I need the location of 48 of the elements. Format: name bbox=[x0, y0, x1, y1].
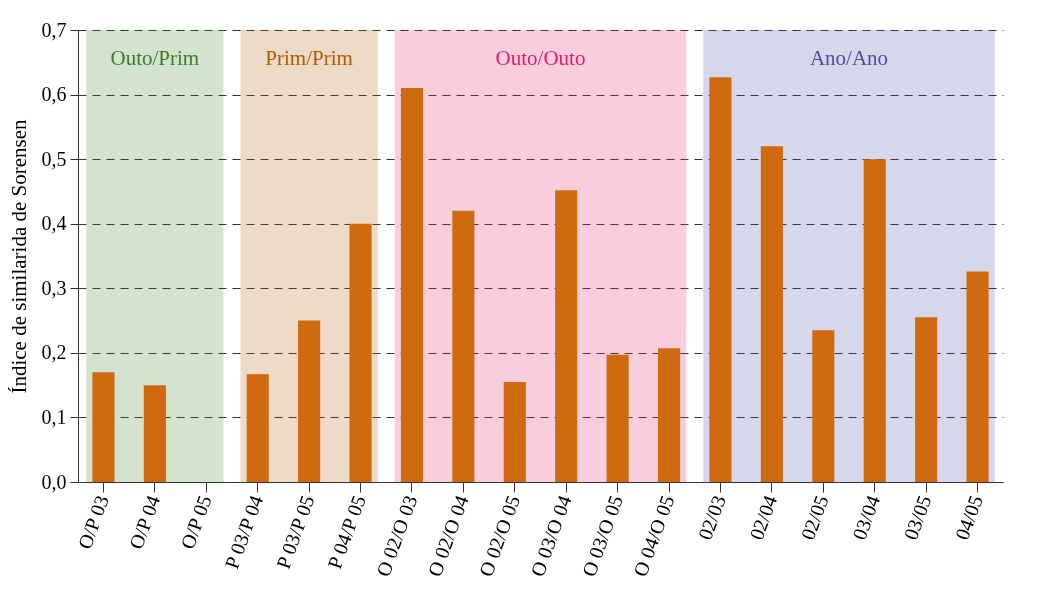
y-tick-label: 0,3 bbox=[41, 276, 67, 299]
bar bbox=[92, 372, 115, 482]
band-label: Outo/Prim bbox=[110, 46, 200, 71]
y-tick-label: 0,7 bbox=[41, 18, 67, 41]
band-label: Outo/Outo bbox=[495, 46, 586, 71]
bar bbox=[246, 374, 269, 482]
x-tick-label: P 03/P 05 bbox=[271, 492, 319, 572]
y-tick-label: 0,6 bbox=[41, 83, 67, 106]
x-tick-label: 02/05 bbox=[796, 492, 833, 543]
bar bbox=[606, 354, 629, 482]
bar bbox=[657, 348, 681, 482]
x-tick-label: O 02/O 04 bbox=[423, 492, 473, 580]
bar bbox=[452, 210, 475, 482]
x-tick-label: 03/04 bbox=[847, 492, 885, 543]
x-tick-label: O/P 05 bbox=[176, 492, 216, 552]
bar bbox=[966, 271, 989, 482]
bar bbox=[143, 385, 166, 482]
bar bbox=[812, 330, 835, 482]
x-tick-label: 02/03 bbox=[693, 492, 730, 543]
x-tick-label: O 03/O 04 bbox=[526, 492, 576, 580]
bar bbox=[915, 317, 938, 482]
x-tick-label: O 04/O 05 bbox=[628, 492, 679, 580]
y-tick-label: 0,5 bbox=[41, 147, 67, 170]
x-tick-label: 02/04 bbox=[745, 492, 782, 543]
band-label: Prim/Prim bbox=[265, 46, 353, 71]
y-tick-label: 0,0 bbox=[41, 470, 67, 493]
y-axis-title: Índice de similarida de Sorensen bbox=[6, 118, 31, 394]
bar bbox=[298, 320, 321, 482]
bar bbox=[709, 77, 732, 482]
bar bbox=[863, 159, 886, 482]
bar bbox=[349, 223, 372, 482]
x-tick-label: O/P 04 bbox=[124, 492, 165, 552]
y-tick-label: 0,4 bbox=[41, 212, 67, 235]
x-tick-label: O 02/O 05 bbox=[474, 492, 525, 580]
x-tick-label: O 02/O 03 bbox=[371, 492, 422, 580]
bar bbox=[400, 88, 424, 482]
bar bbox=[503, 381, 526, 482]
x-tick-label: O/P 03 bbox=[73, 492, 113, 552]
y-tick-label: 0,1 bbox=[41, 405, 67, 428]
x-tick-label: 04/05 bbox=[950, 492, 987, 543]
x-tick-label: P 03/P 04 bbox=[220, 492, 268, 572]
x-tick-label: 03/05 bbox=[899, 492, 936, 543]
bar bbox=[555, 190, 578, 482]
x-tick-label: P 04/P 05 bbox=[323, 492, 370, 572]
y-tick-label: 0,2 bbox=[41, 341, 67, 364]
band-label: Ano/Ano bbox=[809, 46, 889, 71]
x-tick-label: O 03/O 05 bbox=[577, 492, 628, 580]
bar bbox=[760, 146, 783, 482]
